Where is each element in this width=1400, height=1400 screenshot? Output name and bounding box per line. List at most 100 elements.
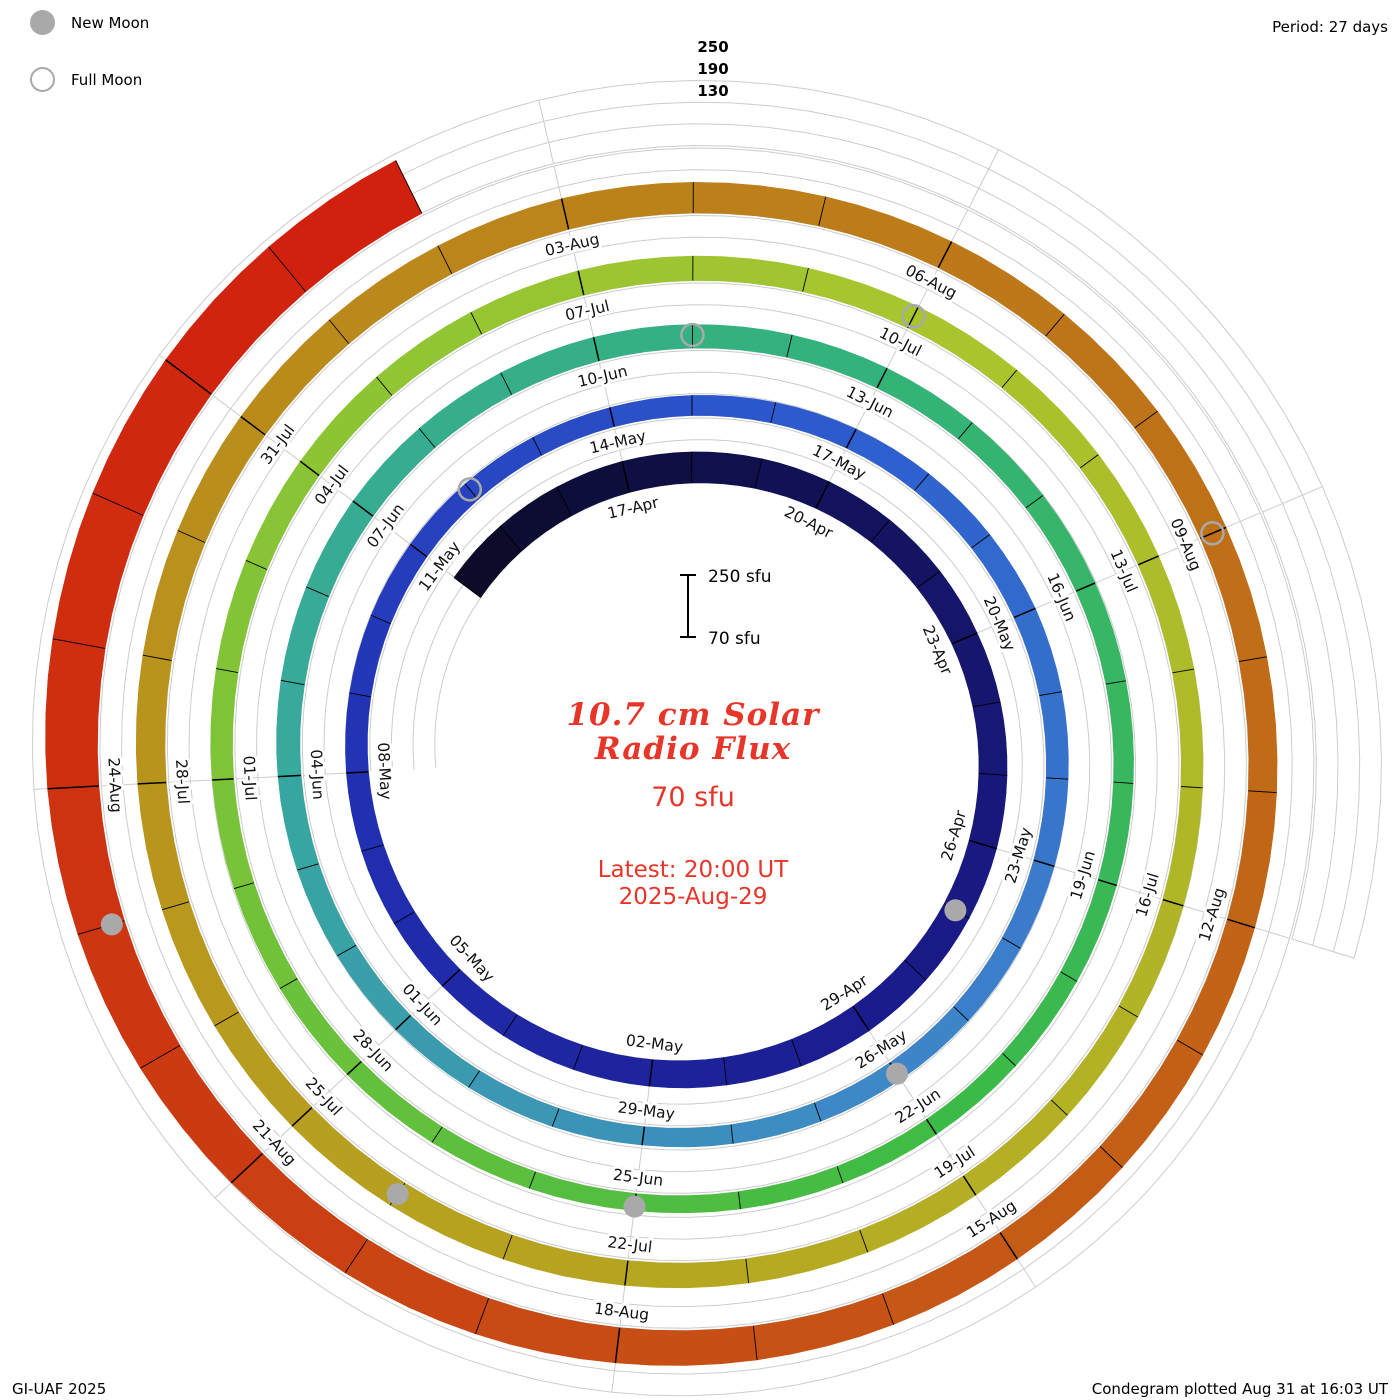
day-tick xyxy=(745,1258,750,1284)
day-tick xyxy=(876,367,888,389)
spiral-segment xyxy=(502,1014,583,1070)
day-tick xyxy=(280,679,305,686)
new-moon-marker xyxy=(944,899,967,922)
spiral-segment xyxy=(999,1146,1123,1260)
day-tick xyxy=(393,911,415,924)
spiral-segment xyxy=(754,458,830,509)
day-tick xyxy=(499,525,522,552)
spiral-segment xyxy=(1050,1005,1139,1116)
day-tick xyxy=(502,1234,513,1260)
date-label: 29-May xyxy=(617,1098,676,1123)
spiral-segment xyxy=(177,416,266,543)
day-tick xyxy=(214,1011,239,1027)
day-tick xyxy=(560,198,570,230)
center-annotations: 10.7 cm Solar Radio Flux 70 sfu Latest: … xyxy=(0,698,1386,911)
day-ticks xyxy=(47,160,1277,1363)
day-tick xyxy=(1002,937,1021,949)
day-tick xyxy=(216,668,239,674)
day-tick xyxy=(556,486,573,516)
spiral-segment xyxy=(1001,369,1099,469)
day-tick xyxy=(592,337,600,362)
grid-radial-line xyxy=(1262,486,1323,513)
day-tick xyxy=(409,543,428,558)
spiral-segment xyxy=(1045,313,1158,429)
chart-title-line1: 10.7 cm Solar xyxy=(566,697,820,733)
spiral-segment xyxy=(1118,899,1184,1018)
latest-date: 2025-Aug-29 xyxy=(618,884,768,910)
day-tick xyxy=(212,778,234,781)
date-label: 18-Aug xyxy=(593,1300,650,1325)
day-tick xyxy=(1080,454,1099,469)
flux-band xyxy=(45,160,1278,1366)
day-tick xyxy=(240,416,266,436)
spiral-segment xyxy=(280,586,330,686)
grid-spiral-line xyxy=(31,79,1382,1397)
spiral-segment xyxy=(393,911,461,987)
plotted-timestamp: Condegram plotted Aug 31 at 16:03 UT xyxy=(1091,1380,1388,1398)
day-tick xyxy=(441,968,461,987)
spiral-segment xyxy=(818,196,953,268)
day-tick xyxy=(752,1325,758,1360)
legend-full-moon: Full Moon xyxy=(30,67,149,92)
spiral-segment xyxy=(161,901,240,1027)
spiral-segment xyxy=(730,1102,822,1144)
spiral-segment xyxy=(641,1124,734,1148)
spiral-segment xyxy=(279,978,362,1076)
spiral-segment xyxy=(852,959,927,1032)
spiral-segment xyxy=(648,1057,727,1089)
day-tick xyxy=(475,1298,490,1334)
spiral-segment xyxy=(431,1126,536,1189)
date-label: 02-May xyxy=(625,1031,684,1056)
spiral-segment xyxy=(395,1015,481,1088)
current-flux-value: 70 sfu xyxy=(651,782,735,813)
new-moon-marker xyxy=(623,1195,646,1218)
spiral-segment xyxy=(770,402,857,449)
day-tick xyxy=(245,559,268,570)
spiral-segment xyxy=(971,534,1036,618)
day-tick xyxy=(1118,1005,1139,1018)
spiral-segment xyxy=(214,1011,313,1127)
day-tick xyxy=(346,1061,362,1076)
full-moon-marker xyxy=(1200,521,1225,546)
day-tick xyxy=(1013,607,1036,619)
day-tick xyxy=(1248,790,1277,794)
day-tick xyxy=(142,654,172,661)
spiral-segment xyxy=(52,492,144,649)
day-tick xyxy=(614,1327,621,1363)
day-tick xyxy=(957,422,973,440)
day-tick xyxy=(1039,691,1062,696)
spiral-segment xyxy=(245,460,320,570)
spiral-segment xyxy=(1002,971,1078,1067)
spiral-segment xyxy=(336,944,412,1031)
spiral-segment xyxy=(1099,1039,1204,1168)
spiral-segment xyxy=(859,1175,977,1253)
day-tick xyxy=(1180,786,1203,789)
spiral-segment xyxy=(914,473,991,549)
spiral-segment xyxy=(468,1070,560,1127)
day-tick xyxy=(528,1171,536,1189)
full-moon-marker xyxy=(901,303,926,329)
day-tick xyxy=(648,1059,654,1087)
day-tick xyxy=(1001,369,1018,388)
date-label: 25-Jun xyxy=(612,1166,664,1190)
day-tick xyxy=(551,1108,560,1127)
new-moon-marker xyxy=(386,1183,409,1205)
day-tick xyxy=(870,519,890,543)
credit-label: GI-UAF 2025 xyxy=(12,1380,107,1398)
day-tick xyxy=(1099,1146,1123,1168)
spiral-segment xyxy=(577,255,694,296)
day-tick xyxy=(337,944,357,957)
day-tick xyxy=(277,774,302,778)
day-tick xyxy=(573,1045,583,1070)
spiral-segment xyxy=(306,500,374,597)
full-moon-marker xyxy=(457,477,483,502)
spiral-segment xyxy=(142,530,206,661)
day-tick xyxy=(1075,582,1096,592)
spiral-segment xyxy=(753,1293,894,1361)
day-tick xyxy=(1025,495,1044,509)
scale-tick-190: 190 xyxy=(697,60,729,78)
day-tick xyxy=(962,1175,977,1196)
day-tick xyxy=(624,1260,629,1286)
day-tick xyxy=(395,160,423,214)
